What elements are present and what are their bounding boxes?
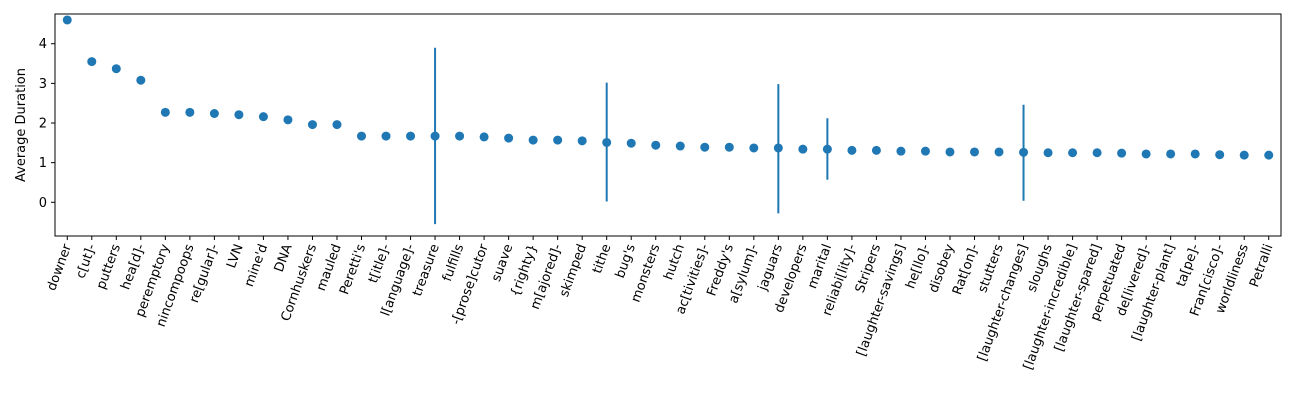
data-point (675, 141, 685, 151)
data-point (62, 15, 72, 25)
data-point (258, 112, 268, 122)
x-tick-label: fulfills (440, 242, 467, 284)
x-tick-label: [laughter-savings] (854, 242, 908, 358)
data-point (724, 142, 734, 152)
data-point (1019, 147, 1029, 157)
data-point (332, 120, 342, 130)
data-point (111, 64, 121, 74)
data-point (602, 137, 612, 147)
data-point (847, 145, 857, 155)
x-tick-label: mine'd (242, 242, 271, 289)
data-point (626, 138, 636, 148)
y-tick-label: 3 (39, 77, 47, 92)
axes-frame (54, 13, 1282, 237)
data-point (479, 132, 489, 142)
x-tick-label: [laughter-changes] (975, 242, 1031, 363)
y-axis: 0 1 2 3 4 (39, 37, 55, 211)
data-point (700, 142, 710, 152)
data-point (209, 109, 219, 119)
data-point (945, 147, 955, 157)
data-point (283, 115, 293, 125)
data-point (160, 107, 170, 117)
data-point (307, 120, 317, 130)
data-point (651, 140, 661, 150)
x-tick-label: Petralli (1247, 242, 1276, 289)
data-point (920, 146, 930, 156)
data-point (455, 131, 465, 141)
data-point (504, 133, 514, 143)
x-tick-label: downer (44, 242, 75, 293)
x-tick-label: tithe (590, 242, 614, 275)
data-point (1092, 148, 1102, 158)
x-tick-label: c[ut]- (73, 242, 99, 281)
data-point (381, 131, 391, 141)
data-point (749, 143, 759, 153)
data-point (1264, 150, 1274, 160)
x-tick-label: DNA (272, 242, 296, 274)
data-point (87, 57, 97, 67)
data-point (773, 143, 783, 153)
y-tick-label: 1 (39, 156, 47, 171)
data-point (1166, 149, 1176, 159)
data-point (136, 75, 146, 85)
data-point (1239, 150, 1249, 160)
data-point (1141, 149, 1151, 159)
data-point (970, 147, 979, 157)
data-point (798, 144, 808, 154)
data-point (357, 131, 366, 141)
data-point (1068, 148, 1078, 158)
data-point (822, 144, 832, 154)
y-tick-label: 4 (39, 37, 47, 52)
data-point (896, 146, 906, 156)
data-point (871, 145, 881, 155)
plot-area (62, 15, 1274, 225)
data-point (553, 135, 563, 145)
data-point (577, 136, 587, 146)
data-point (406, 131, 416, 141)
y-tick-label: 0 (39, 196, 47, 211)
y-tick-label: 2 (39, 117, 47, 132)
data-point (1117, 148, 1127, 158)
data-point (430, 131, 440, 141)
x-tick-label: t[itle]- (366, 242, 394, 285)
data-point (994, 147, 1004, 157)
y-axis-label: Average Duration (14, 68, 29, 182)
x-tick-label: suave (489, 242, 516, 283)
data-point (1043, 148, 1053, 158)
x-tick-label: hutch (661, 242, 688, 282)
data-point (1190, 149, 1200, 159)
data-point (1215, 150, 1225, 160)
x-tick-label: bug's (613, 242, 639, 280)
x-tick-label: LVN (224, 242, 246, 270)
x-axis: downerc[ut]-puttershea[d]-peremptoryninc… (44, 236, 1276, 372)
data-point (528, 135, 538, 145)
data-point (234, 110, 244, 120)
data-point (185, 107, 195, 117)
